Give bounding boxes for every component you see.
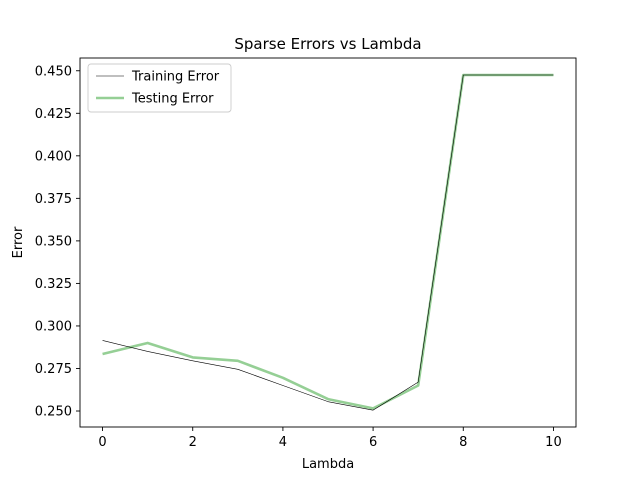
y-tick-label: 0.375 [35, 192, 72, 207]
x-tick-label: 0 [98, 435, 106, 450]
y-tick-label: 0.325 [35, 277, 72, 292]
axes-frame [79, 57, 577, 428]
legend-label: Testing Error [131, 92, 214, 107]
x-axis-label: Lambda [302, 457, 354, 472]
y-tick-label: 0.350 [35, 234, 72, 249]
x-tick-label: 2 [189, 435, 197, 450]
x-tick-label: 6 [369, 435, 377, 450]
y-tick-label: 0.450 [35, 64, 72, 79]
y-tick-label: 0.400 [35, 149, 72, 164]
chart-title: Sparse Errors vs Lambda [234, 35, 421, 53]
y-tick-label: 0.250 [35, 405, 72, 420]
x-tick-label: 10 [545, 435, 562, 450]
y-tick-label: 0.300 [35, 319, 72, 334]
y-tick-label: 0.275 [35, 362, 72, 377]
x-tick-label: 4 [279, 435, 287, 450]
y-axis-label: Error [11, 226, 26, 258]
legend-label: Training Error [131, 70, 220, 85]
x-tick-label: 8 [459, 435, 467, 450]
y-tick-label: 0.425 [35, 107, 72, 122]
series-line-training-error [102, 74, 554, 411]
